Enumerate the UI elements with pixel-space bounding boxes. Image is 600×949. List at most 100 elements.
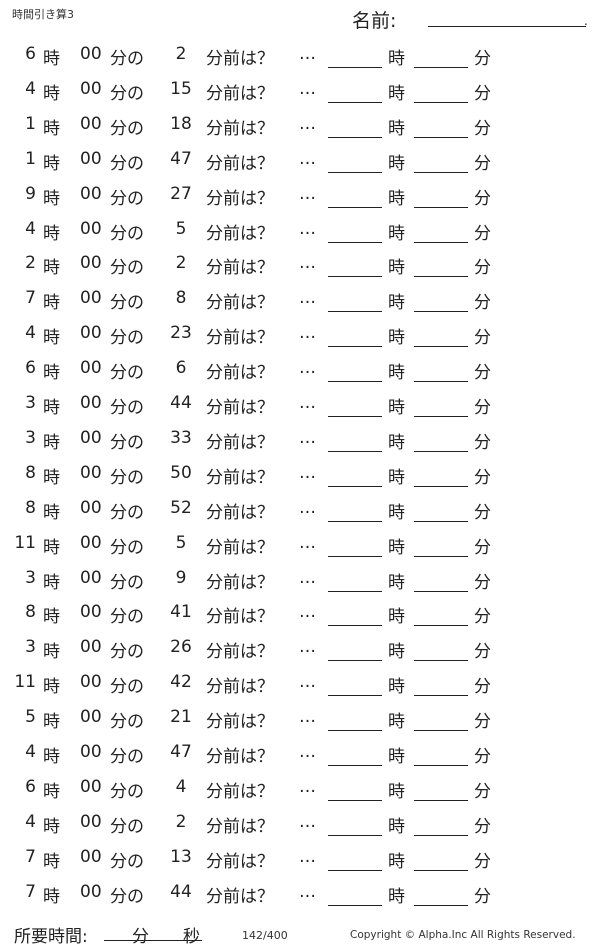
answer-hour-field[interactable] xyxy=(328,904,382,906)
minutes-of-label: 分の xyxy=(110,851,144,872)
answer-hour-field[interactable] xyxy=(328,311,382,313)
minutes-of-label: 分の xyxy=(110,712,144,733)
answer-hour-field[interactable] xyxy=(328,834,382,836)
before-question-label: 分前は？ xyxy=(206,886,274,907)
answer-hour-field[interactable] xyxy=(328,67,382,68)
answer-minute-field[interactable] xyxy=(414,869,468,871)
start-minutes: 00 xyxy=(80,462,102,483)
answer-minute-field[interactable] xyxy=(414,695,468,697)
answer-hour-field[interactable] xyxy=(328,590,382,592)
answer-minute-field[interactable] xyxy=(414,555,468,557)
answer-minute-field[interactable] xyxy=(414,730,468,732)
before-question-label: 分前は？ xyxy=(206,153,274,174)
answer-hour-field[interactable] xyxy=(328,346,382,348)
before-question-label: 分前は？ xyxy=(206,677,274,698)
answer-hour-field[interactable] xyxy=(328,520,382,522)
answer-hour-field[interactable] xyxy=(328,136,382,138)
hour-label: 時 xyxy=(43,293,60,314)
answer-hour-field[interactable] xyxy=(328,660,382,662)
problem-row: 4 時 00 分の 23 分前は？… 時分 xyxy=(0,323,600,353)
minutes-before: 26 xyxy=(170,637,192,658)
problem-row: 1 時 00 分の 47 分前は？… 時分 xyxy=(0,149,600,179)
answer-minute-label: 分 xyxy=(474,188,491,209)
minutes-before: 44 xyxy=(170,393,192,413)
hour-label: 時 xyxy=(43,83,60,104)
answer-hour-field[interactable] xyxy=(328,381,382,383)
start-minutes: 00 xyxy=(80,811,102,832)
ellipsis: … xyxy=(299,602,316,623)
start-hour: 3 xyxy=(25,427,36,448)
minutes-of-label: 分の xyxy=(110,607,144,628)
before-question-label: 分前は？ xyxy=(206,328,274,349)
answer-minute-field[interactable] xyxy=(414,520,468,522)
before-question-label: 分前は？ xyxy=(206,398,274,418)
hour-label: 時 xyxy=(43,502,60,523)
problem-row: 3 時 00 分の 33 分前は？… 時分 xyxy=(0,428,600,458)
start-hour: 7 xyxy=(25,881,36,902)
answer-minute-field[interactable] xyxy=(414,136,468,138)
problem-row: 4 時 00 分の 15 分前は？… 時分 xyxy=(0,79,600,109)
answer-minute-label: 分 xyxy=(474,642,491,663)
answer-hour-field[interactable] xyxy=(328,869,382,871)
minutes-of-label: 分の xyxy=(110,642,144,663)
hour-label: 時 xyxy=(43,712,60,733)
answer-hour-field[interactable] xyxy=(328,206,382,208)
answer-minute-field[interactable] xyxy=(414,660,468,662)
answer-minute-field[interactable] xyxy=(414,765,468,766)
answer-hour-field[interactable] xyxy=(328,276,382,278)
ellipsis: … xyxy=(299,393,316,413)
problem-row: 5 時 00 分の 21 分前は？… 時分 xyxy=(0,707,600,737)
answer-hour-field[interactable] xyxy=(328,625,382,627)
answer-minute-field[interactable] xyxy=(414,450,468,452)
answer-hour-field[interactable] xyxy=(328,101,382,103)
answer-hour-label: 時 xyxy=(388,712,405,733)
answer-minute-field[interactable] xyxy=(414,834,468,836)
name-field[interactable] xyxy=(428,26,586,27)
answer-minute-field[interactable] xyxy=(414,381,468,383)
start-hour: 4 xyxy=(25,742,36,762)
time-required-field[interactable] xyxy=(104,940,202,941)
answer-minute-field[interactable] xyxy=(414,276,468,278)
minutes-before: 5 xyxy=(175,218,187,239)
answer-hour-field[interactable] xyxy=(328,485,382,487)
answer-hour-field[interactable] xyxy=(328,450,382,452)
minutes-before: 47 xyxy=(170,148,192,169)
answer-minute-label: 分 xyxy=(474,537,491,558)
answer-minute-field[interactable] xyxy=(414,590,468,592)
answer-hour-label: 時 xyxy=(388,572,405,593)
answer-minute-field[interactable] xyxy=(414,67,468,68)
minutes-of-label: 分の xyxy=(110,432,144,453)
start-minutes: 00 xyxy=(80,776,102,797)
answer-hour-field[interactable] xyxy=(328,730,382,732)
answer-minute-field[interactable] xyxy=(414,625,468,627)
answer-minute-field[interactable] xyxy=(414,904,468,906)
start-hour: 2 xyxy=(25,253,36,274)
answer-minute-field[interactable] xyxy=(414,171,468,173)
minutes-of-label: 分の xyxy=(110,572,144,593)
answer-hour-field[interactable] xyxy=(328,765,382,766)
answer-hour-field[interactable] xyxy=(328,799,382,801)
answer-hour-field[interactable] xyxy=(328,241,382,243)
minutes-before: 23 xyxy=(170,323,192,344)
start-hour: 8 xyxy=(25,602,36,623)
answer-minute-field[interactable] xyxy=(414,206,468,208)
hour-label: 時 xyxy=(43,816,60,837)
answer-minute-field[interactable] xyxy=(414,346,468,348)
problem-row: 4 時 00 分の 2 分前は？… 時分 xyxy=(0,812,600,842)
answer-minute-field[interactable] xyxy=(414,416,468,417)
answer-hour-field[interactable] xyxy=(328,695,382,697)
answer-minute-label: 分 xyxy=(474,677,491,698)
time-required-label: 所要時間: xyxy=(14,927,88,947)
hour-label: 時 xyxy=(43,188,60,209)
answer-minute-label: 分 xyxy=(474,258,491,279)
answer-minute-field[interactable] xyxy=(414,101,468,103)
answer-hour-label: 時 xyxy=(388,118,405,139)
answer-minute-field[interactable] xyxy=(414,241,468,243)
answer-hour-field[interactable] xyxy=(328,416,382,417)
answer-minute-field[interactable] xyxy=(414,311,468,313)
answer-minute-field[interactable] xyxy=(414,799,468,801)
start-minutes: 00 xyxy=(80,637,102,658)
answer-hour-field[interactable] xyxy=(328,555,382,557)
answer-hour-field[interactable] xyxy=(328,171,382,173)
answer-minute-field[interactable] xyxy=(414,485,468,487)
